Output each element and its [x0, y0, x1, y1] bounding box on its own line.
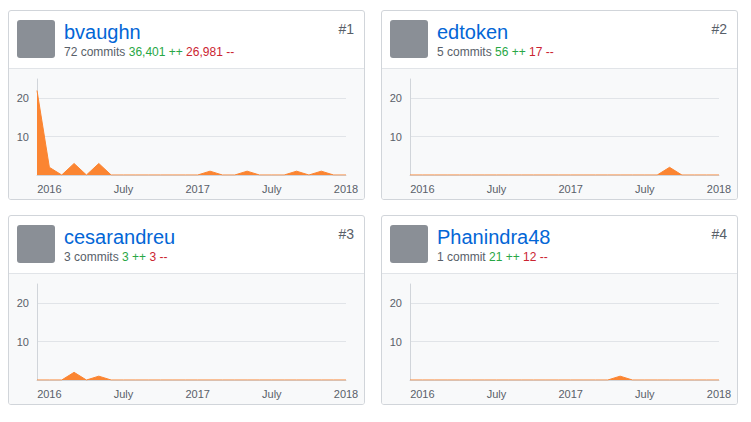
svg-text:July: July: [262, 183, 282, 195]
svg-text:2018: 2018: [334, 388, 358, 400]
svg-text:2017: 2017: [558, 183, 582, 195]
svg-text:2018: 2018: [707, 388, 731, 400]
svg-text:July: July: [635, 388, 655, 400]
svg-text:20: 20: [17, 92, 29, 104]
svg-text:2018: 2018: [334, 183, 358, 195]
svg-text:2017: 2017: [185, 183, 209, 195]
svg-text:2017: 2017: [558, 388, 582, 400]
html-text:3 commits 3 ++ 3 --: 3 commits 3 ++ 3 --: [64, 250, 168, 264]
svg-text:July: July: [487, 183, 507, 195]
svg-text:10: 10: [390, 336, 402, 348]
svg-text:20: 20: [390, 297, 402, 309]
svg-text:July: July: [114, 183, 134, 195]
html-text:cesarandreu: cesarandreu: [64, 226, 176, 248]
svg-text:July: July: [262, 388, 282, 400]
html-text:edtoken: edtoken: [437, 21, 509, 43]
svg-text:2018: 2018: [707, 183, 731, 195]
html-text:Phanindra48: Phanindra48: [437, 226, 551, 248]
svg-text:20: 20: [390, 92, 402, 104]
svg-text:10: 10: [17, 336, 29, 348]
svg-text:2016: 2016: [410, 183, 434, 195]
svg-text:10: 10: [17, 131, 29, 143]
html-text:5 commits 56 ++ 17 --: 5 commits 56 ++ 17 --: [437, 45, 554, 59]
svg-text:20: 20: [17, 297, 29, 309]
svg-text:10: 10: [390, 131, 402, 143]
svg-text:July: July: [635, 183, 655, 195]
html-text:#4: #4: [711, 226, 727, 242]
svg-text:2016: 2016: [410, 388, 434, 400]
html-text:#3: #3: [338, 226, 354, 242]
svg-text:July: July: [487, 388, 507, 400]
svg-text:2016: 2016: [37, 183, 61, 195]
html-text:#1: #1: [338, 21, 354, 37]
html-text:bvaughn: bvaughn: [64, 21, 141, 43]
html-text:72 commits 36,401 ++ 26,981 --: 72 commits 36,401 ++ 26,981 --: [64, 45, 235, 59]
svg-text:July: July: [114, 388, 134, 400]
html-text:#2: #2: [711, 21, 727, 37]
svg-text:2016: 2016: [37, 388, 61, 400]
svg-text:2017: 2017: [185, 388, 209, 400]
html-text:1 commit 21 ++ 12 --: 1 commit 21 ++ 12 --: [437, 250, 548, 264]
